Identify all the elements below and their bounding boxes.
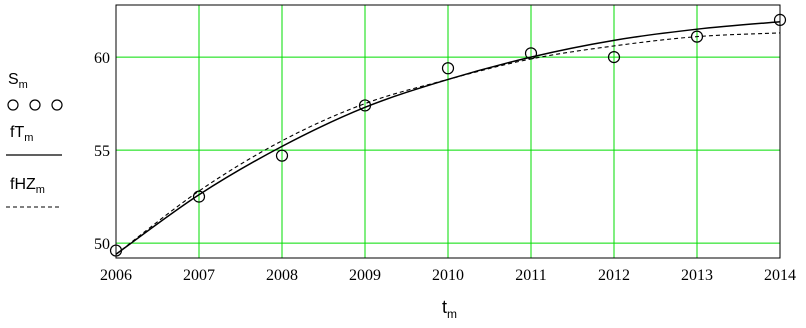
legend-marker-circles bbox=[7, 99, 63, 111]
x-axis-title: tm bbox=[442, 297, 457, 321]
legend-circle-2 bbox=[29, 99, 41, 111]
x-tick-label-2014: 2014 bbox=[764, 267, 796, 284]
legend-label-s: Sm bbox=[8, 71, 28, 91]
legend-label-ft-main: fT bbox=[10, 124, 24, 141]
legend-circle-1 bbox=[7, 99, 19, 111]
x-tick-label-2011: 2011 bbox=[515, 267, 546, 284]
x-tick-label-2006: 2006 bbox=[100, 267, 132, 284]
grid bbox=[116, 5, 780, 258]
data-point-2014 bbox=[773, 13, 787, 26]
x-tick-label-2008: 2008 bbox=[266, 267, 298, 284]
legend-label-s-main: S bbox=[8, 71, 19, 88]
x-tick-label-2012: 2012 bbox=[598, 267, 630, 284]
data-point-2010 bbox=[441, 62, 455, 75]
data-point-2012 bbox=[607, 50, 621, 64]
legend: Sm fTm fHZm bbox=[6, 71, 63, 208]
series-line-fhz bbox=[115, 32, 781, 255]
legend-label-ft-sub: m bbox=[24, 132, 33, 144]
y-tick-label-50: 50 bbox=[94, 236, 110, 253]
series-layer bbox=[109, 13, 787, 257]
x-tick-label-2009: 2009 bbox=[349, 267, 381, 284]
x-tick-label-2013: 2013 bbox=[681, 267, 713, 284]
x-tick-label-2007: 2007 bbox=[183, 267, 215, 284]
legend-label-fhz: fHZm bbox=[10, 176, 45, 196]
x-axis-title-main: t bbox=[442, 297, 447, 317]
data-point-2007 bbox=[192, 190, 206, 203]
legend-label-fhz-main: fHZ bbox=[10, 176, 36, 193]
legend-label-s-sub: m bbox=[19, 79, 28, 91]
y-tick-label-60: 60 bbox=[94, 50, 110, 67]
plot-area bbox=[115, 4, 781, 259]
data-point-2008 bbox=[275, 149, 289, 162]
x-axis-title-sub: m bbox=[447, 307, 457, 321]
legend-label-ft: fTm bbox=[10, 124, 33, 144]
series-s-points bbox=[109, 13, 787, 257]
tick-labels: 2006 2007 2008 2009 2010 2011 2012 2013 2014 50 55… bbox=[94, 50, 796, 284]
legend-circle-3 bbox=[51, 99, 63, 111]
legend-label-fhz-sub: m bbox=[36, 184, 45, 196]
x-tick-label-2010: 2010 bbox=[432, 267, 464, 284]
y-tick-label-55: 55 bbox=[94, 143, 110, 160]
